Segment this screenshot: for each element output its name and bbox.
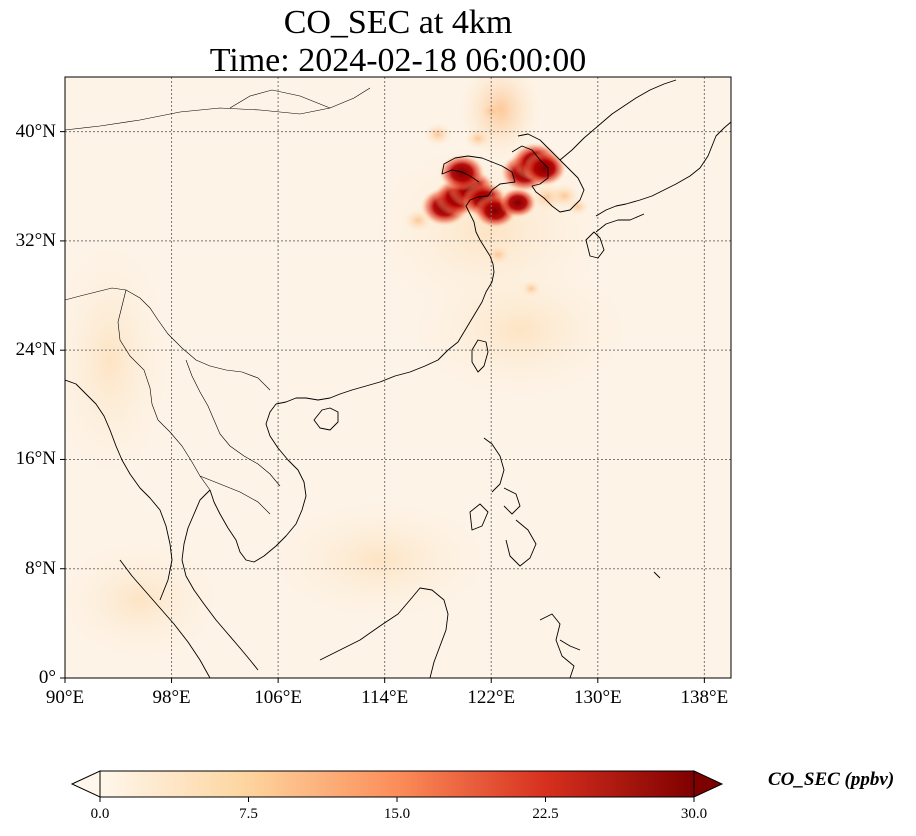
colorbar-tick-label: 15.0 [383,806,411,822]
japan-islands [585,121,731,259]
border-mongolia [229,89,331,109]
eastern-islands [559,571,661,651]
co-hotspot [464,127,492,150]
lon-tick-label: 122°E [467,687,516,708]
korea-peninsula [511,133,585,213]
border-myanmar [117,289,159,421]
colorbar-tick-label: 0.0 [90,806,110,822]
china-coastline [275,155,516,405]
border-thailand [157,419,271,515]
lon-tick-label: 138°E [680,687,729,708]
map-frame [64,76,732,679]
hainan-island [313,407,339,431]
co-hotspot [423,122,453,146]
colorbar [70,770,724,802]
colorbar-max-extend [693,770,724,798]
co-hotspot [480,102,503,121]
indochina-coastline [209,403,307,563]
colorbar-tick-label: 30.0 [680,806,708,822]
lon-tick-label: 98°E [152,687,191,708]
lat-tick-label: 0° [38,667,56,688]
colorbar-gradient [99,770,695,798]
co-hotspot [521,280,542,297]
border-china-south [65,287,271,391]
co-hotspot [403,208,433,232]
lat-tick-label: 8°N [25,557,56,579]
lat-tick-label: 24°N [15,339,56,361]
myanmar-coastline [65,379,173,601]
lat-tick-label: 40°N [15,120,56,142]
map-subtitle-time: Time: 2024-02-18 06:00:00 [209,42,587,79]
lon-tick-label: 106°E [254,687,302,708]
lon-tick-label: 90°E [45,687,85,708]
co-hotspot [499,187,537,218]
taiwan-island [471,339,489,373]
northeast-coastline [559,79,677,161]
map-title: CO_SEC at 4km [283,4,513,41]
malay-peninsula [181,489,259,671]
map-area [65,77,731,678]
colorbar-tick-label: 22.5 [532,806,559,822]
border-north [65,87,371,131]
map-gridlines [65,77,731,678]
sulawesi-coastline [539,613,575,678]
lat-tick-label: 16°N [15,448,56,470]
colorbar-label: CO_SEC (ppbv) [768,769,895,790]
coastlines [65,79,731,678]
colorbar-min-extend [70,770,101,798]
co-hotspot [522,151,567,187]
philippines-islands [469,437,537,567]
country-borders [65,87,371,515]
colorbar-tick-label: 7.5 [239,806,258,822]
sumatra-coastline [119,559,211,678]
borneo-coastline [319,587,449,678]
border-laos [185,359,281,487]
co-hotspot [566,197,590,216]
co-hotspot [439,154,485,191]
lon-tick-label: 114°E [361,687,409,708]
lat-tick-label: 32°N [15,229,56,251]
colorbar-tick-marks [99,797,695,802]
lon-tick-label: 130°E [573,687,622,708]
